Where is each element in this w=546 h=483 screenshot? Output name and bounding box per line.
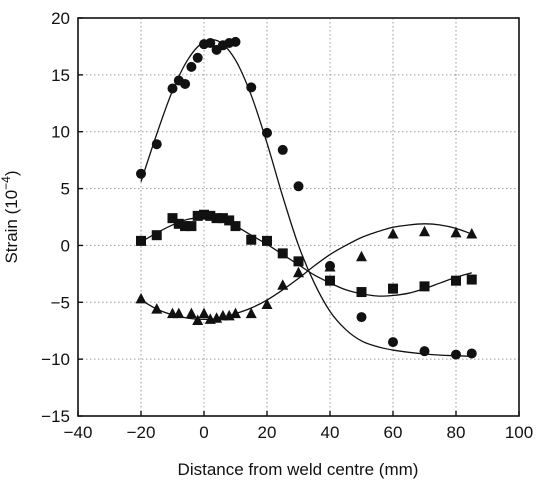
square-data-point xyxy=(419,281,430,292)
triangle-data-point xyxy=(198,307,210,319)
circle-data-point xyxy=(230,36,241,47)
y-axis-title-text: Strain (10 xyxy=(2,190,21,264)
triangle-data-point xyxy=(173,307,185,319)
x-axis-title: Distance from weld centre (mm) xyxy=(178,460,419,479)
triangle-data-point xyxy=(387,228,399,239)
x-tick-label: −20 xyxy=(127,423,156,442)
y-tick-label: 0 xyxy=(61,236,70,255)
y-axis-title: Strain (10−4) xyxy=(0,170,21,263)
square-data-point xyxy=(246,234,257,245)
circle-data-point xyxy=(466,348,477,359)
square-data-point xyxy=(293,256,304,267)
circle-data-point xyxy=(180,78,191,89)
square-data-point xyxy=(325,275,335,286)
x-tick-label: 20 xyxy=(258,423,277,442)
triangle-data-point xyxy=(135,292,147,304)
square-data-point xyxy=(151,230,162,241)
triangle-data-point xyxy=(245,307,257,319)
y-tick-label: 5 xyxy=(61,180,70,199)
triangle-data-point xyxy=(261,298,273,310)
x-tick-label: 80 xyxy=(447,423,466,442)
x-tick-label: 40 xyxy=(321,423,340,442)
fit-curves xyxy=(140,39,472,357)
y-axis-ticks: −15 −10 −5 0 5 10 15 20 xyxy=(41,9,83,426)
circle-data-point xyxy=(356,312,367,323)
circle-data-point xyxy=(192,52,203,63)
triangle-data-point xyxy=(277,279,289,290)
square-data-point xyxy=(199,209,209,220)
y-tick-label: 20 xyxy=(51,9,70,28)
triangle-data-point xyxy=(466,228,478,239)
x-axis-ticks: −40 −20 0 20 40 60 80 100 xyxy=(64,411,533,442)
square-data-point xyxy=(451,275,461,286)
triangle-data-point xyxy=(185,307,197,319)
x-tick-label: 60 xyxy=(384,423,403,442)
circle-fit-curve xyxy=(140,39,472,357)
square-data-point xyxy=(205,210,216,221)
triangle-data-point xyxy=(293,266,304,278)
triangle-data-point xyxy=(419,225,430,237)
square-data-point xyxy=(356,287,367,298)
x-tick-label: −40 xyxy=(64,423,93,442)
square-data-point xyxy=(388,283,398,294)
square-data-point xyxy=(262,235,272,246)
y-tick-label: −5 xyxy=(51,293,70,312)
square-data-point xyxy=(186,221,197,232)
triangle-data-point xyxy=(151,303,163,314)
triangle-fit-curve xyxy=(140,223,472,320)
triangle-data-point xyxy=(192,314,204,325)
circle-data-point xyxy=(262,127,272,138)
square-data-point xyxy=(167,213,178,224)
triangle-data-point xyxy=(324,261,336,272)
triangle-data-point xyxy=(450,226,462,238)
square-data-point xyxy=(217,213,228,224)
circle-data-point xyxy=(136,168,146,179)
square-data-point xyxy=(466,274,477,285)
square-data-point xyxy=(192,210,203,221)
square-data-point xyxy=(136,235,146,246)
square-data-point xyxy=(277,248,288,259)
plot-frame xyxy=(77,17,520,417)
y-tick-label: −10 xyxy=(41,350,70,369)
circle-data-point xyxy=(388,337,398,348)
x-tick-label: 0 xyxy=(199,423,208,442)
y-tick-label: 10 xyxy=(51,123,70,142)
y-tick-label: 15 xyxy=(51,66,70,85)
circle-data-point xyxy=(277,144,288,155)
square-data-point xyxy=(224,215,235,226)
circle-data-point xyxy=(451,349,461,360)
triangle-data-point xyxy=(230,307,241,319)
data-markers xyxy=(135,36,478,360)
circle-data-point xyxy=(151,139,162,150)
square-data-point xyxy=(173,218,184,229)
triangle-data-point xyxy=(356,250,367,262)
circle-data-point xyxy=(246,82,257,93)
y-axis-title-close: ) xyxy=(2,170,21,176)
circle-data-point xyxy=(186,61,197,72)
circle-data-point xyxy=(167,83,178,94)
square-data-point xyxy=(180,221,191,232)
y-tick-label: −15 xyxy=(41,407,70,426)
circle-data-point xyxy=(293,181,304,192)
circle-data-point xyxy=(205,38,216,49)
circle-data-point xyxy=(419,346,430,357)
x-tick-label: 100 xyxy=(505,423,533,442)
square-data-point xyxy=(230,221,241,232)
square-data-point xyxy=(211,213,222,224)
y-axis-title-exponent: −4 xyxy=(0,176,13,190)
